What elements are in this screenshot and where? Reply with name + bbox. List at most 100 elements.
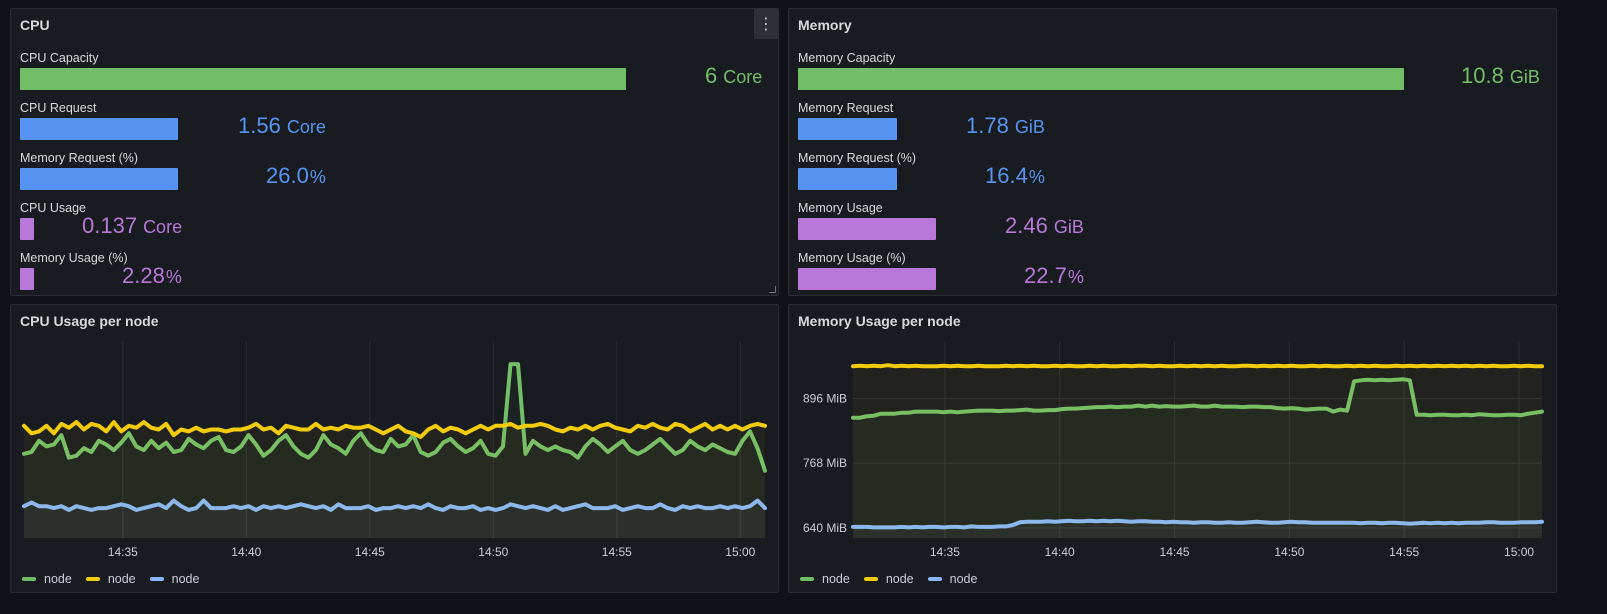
gauge-unit: Core [286, 117, 326, 137]
gauge-label: Memory Usage (%) [798, 251, 906, 265]
legend-swatch-icon [85, 577, 100, 581]
series-line[interactable] [851, 518, 1544, 530]
gauge-value: 6 Core [705, 61, 762, 92]
legend-swatch-icon [22, 577, 36, 581]
series-area [24, 364, 765, 538]
series-line[interactable] [22, 420, 767, 439]
legend-swatch-icon [863, 577, 878, 581]
memory-usage-chart[interactable]: 14:35 14:40 14:45 14:50 14:55 15:00 640 MiB 768… [789, 305, 1558, 594]
legend-label: node [949, 572, 978, 586]
gauge-value: 2.46 GiB [1005, 211, 1084, 242]
gauge-number: 0.137 [82, 213, 138, 238]
x-tick-label: 15:00 [725, 545, 755, 559]
gauge-label: Memory Usage (%) [20, 251, 128, 265]
series-area [853, 520, 1542, 538]
gauge-label: CPU Usage [20, 201, 86, 215]
gauge-bar [20, 68, 626, 90]
gauge-row: Memory Request (%) 26.0% [20, 151, 778, 193]
gauge-number: 2.46 [1005, 213, 1048, 238]
gauge-number: 1.78 [966, 113, 1009, 138]
series-line[interactable] [22, 498, 767, 512]
cpu-panel-title: CPU [20, 17, 50, 33]
x-tick-label: 14:35 [930, 545, 960, 559]
y-tick-label: 768 MiB [803, 456, 847, 470]
gauge-label: Memory Request (%) [20, 151, 139, 165]
gauge-number: 6 [705, 63, 718, 88]
cpu-usage-chart-panel: CPU Usage per node 14:35 14:40 14:45 14:50 1… [10, 304, 779, 593]
legend-swatch-icon [927, 577, 942, 581]
series-area [853, 379, 1542, 538]
gauge-unit: GiB [1014, 117, 1045, 137]
x-tick-label: 14:45 [1160, 545, 1190, 559]
gauge-number: 22.7 [1024, 263, 1067, 288]
memory-chart-title: Memory Usage per node [798, 313, 961, 329]
gauge-unit: % [309, 167, 326, 187]
x-tick-label: 14:55 [602, 545, 632, 559]
memory-chart-legend: node node node [800, 572, 977, 586]
legend-item[interactable]: node [863, 572, 914, 586]
gauge-value: 2.28% [122, 261, 182, 292]
gauge-bar [798, 68, 1404, 90]
gauge-number: 16.4 [985, 163, 1028, 188]
gauge-row: Memory Capacity 10.8 GiB [798, 51, 1556, 93]
cpu-usage-chart[interactable]: 14:35 14:40 14:45 14:50 14:55 15:00 [11, 305, 780, 594]
legend-item[interactable]: node [800, 572, 850, 586]
resize-handle-icon[interactable] [769, 286, 776, 293]
gauge-bar [20, 118, 178, 140]
gauge-unit: GiB [1053, 217, 1084, 237]
gauge-unit: % [1028, 167, 1045, 187]
gauge-label: CPU Request [20, 101, 97, 115]
x-tick-label: 14:40 [231, 545, 261, 559]
memory-usage-chart-panel: Memory Usage per node 14:35 14:40 14:45 14:… [788, 304, 1557, 593]
gauge-bar [20, 168, 178, 190]
gauge-row: Memory Request (%) 16.4% [798, 151, 1556, 193]
legend-swatch-icon [149, 577, 164, 581]
legend-label: node [107, 572, 136, 586]
gauge-bar [798, 118, 897, 140]
y-tick-label: 896 MiB [803, 392, 847, 406]
gauge-label: Memory Capacity [798, 51, 896, 65]
x-tick-label: 15:00 [1504, 545, 1534, 559]
gauge-label: Memory Request (%) [798, 151, 917, 165]
series-line[interactable] [22, 362, 767, 473]
panel-menu-icon[interactable]: ⋮ [754, 9, 778, 39]
memory-panel-title: Memory [798, 17, 852, 33]
gauge-row: Memory Usage (%) 22.7% [798, 251, 1556, 293]
legend-item[interactable]: node [149, 572, 200, 586]
legend-item[interactable]: node [85, 572, 136, 586]
legend-label: node [171, 572, 200, 586]
gauge-number: 26.0 [266, 163, 309, 188]
gauge-label: CPU Capacity [20, 51, 99, 65]
series-area [24, 422, 765, 538]
gauge-row: CPU Request 1.56 Core [20, 101, 778, 143]
legend-label: node [44, 572, 72, 586]
memory-panel: Memory Memory Capacity 10.8 GiB Memory Requ… [788, 8, 1557, 296]
cpu-chart-title: CPU Usage per node [20, 313, 159, 329]
x-tick-label: 14:50 [1274, 545, 1304, 559]
x-tick-label: 14:40 [1045, 545, 1075, 559]
gauge-bar [20, 268, 34, 290]
gauge-unit: Core [143, 217, 183, 237]
legend-item[interactable]: node [927, 572, 978, 586]
gauge-unit: % [165, 267, 182, 287]
cpu-chart-legend: node node node [22, 572, 199, 586]
x-tick-label: 14:45 [355, 545, 385, 559]
gauge-value: 10.8 GiB [1461, 61, 1540, 92]
series-line[interactable] [851, 377, 1544, 420]
series-line[interactable] [851, 363, 1544, 369]
legend-label: node [885, 572, 914, 586]
gauge-row: Memory Usage 2.46 GiB [798, 201, 1556, 243]
gauge-row: CPU Capacity 6 Core [20, 51, 778, 93]
gauge-row: CPU Usage 0.137 Core [20, 201, 778, 243]
gauge-row: Memory Request 1.78 GiB [798, 101, 1556, 143]
x-tick-label: 14:50 [478, 545, 508, 559]
gauge-value: 26.0% [266, 161, 326, 192]
gauge-label: Memory Request [798, 101, 894, 115]
gauge-number: 1.56 [238, 113, 281, 138]
gauge-bar [798, 218, 936, 240]
gauge-value: 1.78 GiB [966, 111, 1045, 142]
gauge-unit: GiB [1509, 67, 1540, 87]
legend-swatch-icon [800, 577, 814, 581]
legend-item[interactable]: node [22, 572, 72, 586]
gauge-number: 10.8 [1461, 63, 1504, 88]
